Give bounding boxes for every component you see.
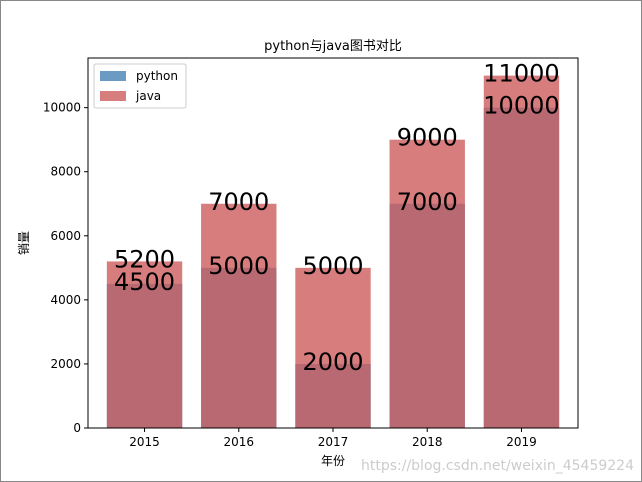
legend-swatch	[100, 91, 126, 101]
value-label: 9000	[397, 124, 458, 152]
value-label: 7000	[208, 188, 269, 216]
y-tick-label: 8000	[50, 165, 81, 179]
watermark: https://blog.csdn.net/weixin_45459224	[361, 458, 634, 474]
legend-label: java	[135, 89, 161, 103]
x-tick-label: 2016	[223, 435, 254, 449]
y-tick-label: 4000	[50, 293, 81, 307]
value-label: 10000	[483, 92, 559, 120]
chart-title: python与java图书对比	[264, 39, 402, 54]
y-axis-label: 销量	[17, 231, 31, 255]
y-tick-label: 6000	[50, 229, 81, 243]
y-tick-label: 10000	[43, 101, 81, 115]
value-label: 5000	[208, 252, 269, 280]
value-label: 11000	[483, 60, 559, 88]
x-tick-label: 2015	[129, 435, 160, 449]
x-axis-label: 年份	[321, 454, 345, 468]
value-label: 5000	[302, 252, 363, 280]
x-tick-label: 2017	[318, 435, 349, 449]
x-tick-label: 2018	[412, 435, 443, 449]
bar	[106, 261, 183, 428]
value-label: 5200	[114, 245, 175, 273]
legend-label: python	[136, 69, 178, 83]
bar	[295, 267, 371, 428]
value-label: 2000	[302, 348, 363, 376]
legend-swatch	[100, 71, 126, 81]
bar	[389, 139, 465, 429]
y-tick-label: 2000	[50, 357, 81, 371]
x-tick-label: 2019	[506, 435, 537, 449]
value-label: 7000	[397, 188, 458, 216]
y-tick-label: 0	[73, 421, 81, 435]
bar	[201, 203, 277, 428]
bar	[483, 75, 560, 428]
value-label: 4500	[114, 268, 175, 296]
